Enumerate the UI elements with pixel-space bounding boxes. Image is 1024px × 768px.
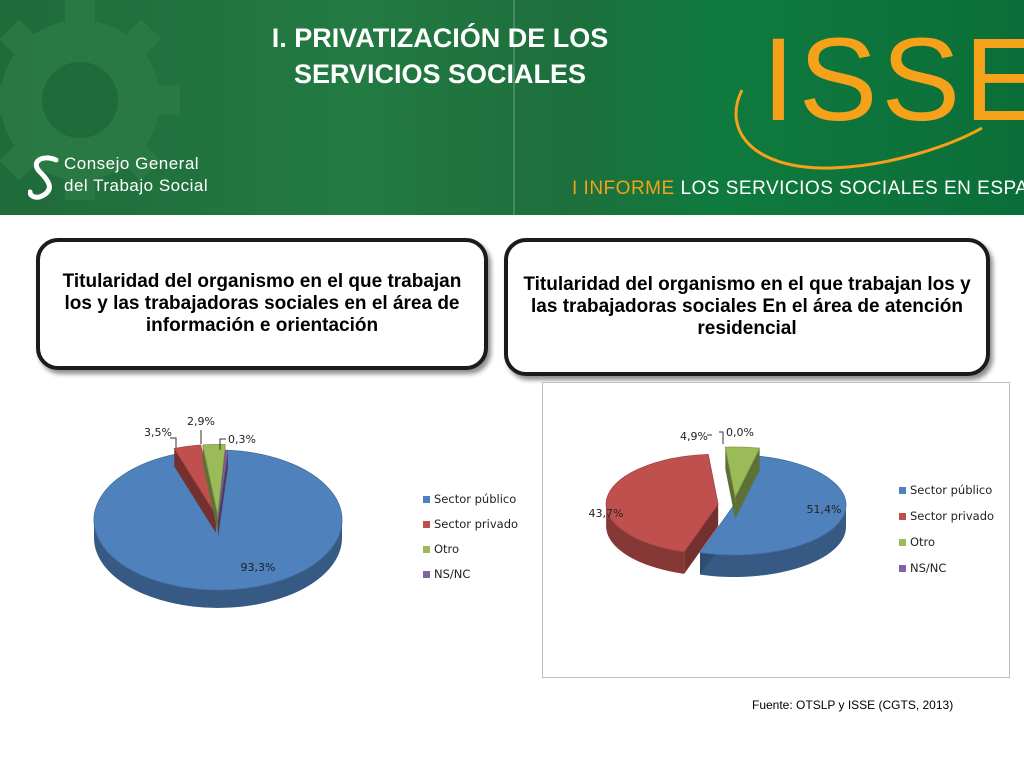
data-label: 0,0% xyxy=(726,426,754,439)
legend-swatch xyxy=(423,571,430,578)
legend-swatch xyxy=(423,496,430,503)
cgts-name-line1: Consejo General xyxy=(64,154,200,173)
page-title-line2: SERVICIOS SOCIALES xyxy=(293,59,587,89)
isse-logo: ISSE xyxy=(722,14,1024,180)
caption-box-informacion: Titularidad del organismo en el que trab… xyxy=(36,238,488,370)
data-label: 43,7% xyxy=(589,507,624,520)
leader-line xyxy=(719,431,724,444)
report-rest: LOS SERVICIOS SOCIALES EN ESPAÑA xyxy=(680,178,1024,199)
leader-line xyxy=(219,438,226,450)
pie-slice-otro xyxy=(724,446,761,519)
gear-icon xyxy=(0,0,180,200)
report-subtitle: I INFORME LOS SERVICIOS SOCIALES EN ESPA… xyxy=(572,178,1024,200)
legend-swatch xyxy=(899,565,906,572)
legend-item: Sector público xyxy=(910,483,992,497)
legend-swatch xyxy=(423,546,430,553)
data-label: 2,9% xyxy=(187,415,215,428)
report-highlight: I INFORME xyxy=(572,178,675,199)
legend-item: Otro xyxy=(434,542,459,556)
leader-line xyxy=(170,437,177,448)
data-label: 0,3% xyxy=(228,433,256,446)
data-label: 93,3% xyxy=(241,561,276,574)
pie-slice-ns-nc xyxy=(217,449,229,538)
source-note: Fuente: OTSLP y ISSE (CGTS, 2013) xyxy=(752,698,954,712)
cgts-s-icon xyxy=(28,155,59,200)
cgts-name-line2: del Trabajo Social xyxy=(64,176,209,195)
pie-slice-sector-privado xyxy=(605,453,719,574)
legend-item: NS/NC xyxy=(434,567,470,581)
data-label: 4,9% xyxy=(680,430,708,443)
isse-swoosh-icon xyxy=(734,89,983,170)
legend-swatch xyxy=(899,513,906,520)
legend-swatch xyxy=(899,487,906,494)
page-title-line1: I. PRIVATIZACIÓN DE LOS xyxy=(271,23,609,53)
page-title: I. PRIVATIZACIÓN DE LOS SERVICIOS SOCIAL… xyxy=(200,20,680,92)
legend-item: Sector privado xyxy=(434,517,518,531)
pie-chart-informacion: 93,3% 3,5% 2,9% 0,3% Sector público Sector pr… xyxy=(93,415,518,608)
pie-chart-residencial: 51,4% 43,7% 4,9% 0,0% Sector público Sector p… xyxy=(589,426,994,577)
header-banner: I. PRIVATIZACIÓN DE LOS SERVICIOS SOCIAL… xyxy=(0,0,1024,215)
caption-box-residencial: Titularidad del organismo en el que trab… xyxy=(504,238,990,376)
legend-swatch xyxy=(423,521,430,528)
caption-text-residencial: Titularidad del organismo en el que trab… xyxy=(523,274,971,339)
legend-item: NS/NC xyxy=(910,561,946,575)
data-label: 3,5% xyxy=(144,426,172,439)
cgts-logo: Consejo General del Trabajo Social xyxy=(28,154,268,204)
caption-text-informacion: Titularidad del organismo en el que trab… xyxy=(62,271,462,336)
legend-item: Otro xyxy=(910,535,935,549)
header-divider xyxy=(513,0,515,215)
isse-logo-text: ISSE xyxy=(762,14,1024,146)
legend-swatch xyxy=(899,539,906,546)
pie-slice-sector-p-blico xyxy=(699,455,847,577)
legend-item: Sector privado xyxy=(910,509,994,523)
data-label: 51,4% xyxy=(807,503,842,516)
legend-item: Sector público xyxy=(434,492,516,506)
